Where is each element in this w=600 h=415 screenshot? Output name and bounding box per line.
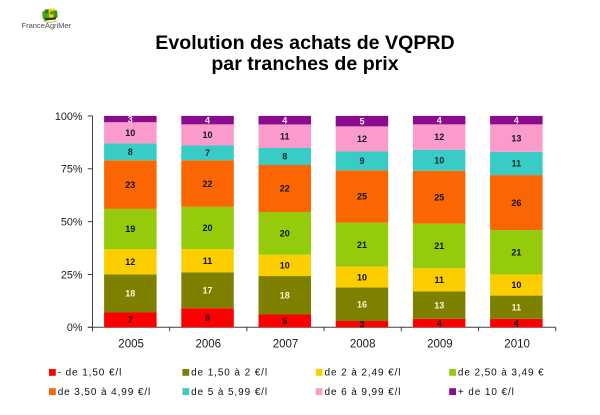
svg-text:12: 12	[357, 134, 367, 144]
svg-text:10: 10	[434, 155, 444, 165]
svg-text:11: 11	[512, 159, 522, 169]
svg-text:12: 12	[125, 257, 135, 267]
svg-text:7: 7	[205, 148, 210, 158]
svg-text:4: 4	[514, 318, 519, 328]
svg-text:18: 18	[280, 290, 290, 300]
svg-text:Evolution des achats de VQPRD: Evolution des achats de VQPRD	[155, 32, 454, 54]
svg-text:11: 11	[203, 256, 213, 266]
svg-text:10: 10	[357, 272, 367, 282]
svg-text:9: 9	[205, 313, 210, 323]
svg-text:22: 22	[202, 179, 212, 189]
svg-text:50%: 50%	[61, 217, 83, 229]
svg-text:21: 21	[357, 240, 367, 250]
svg-text:100%: 100%	[55, 111, 83, 123]
svg-text:- de 1,50 €/l: - de 1,50 €/l	[58, 368, 123, 379]
svg-text:3: 3	[128, 114, 133, 124]
svg-text:par tranches de prix: par tranches de prix	[211, 53, 398, 75]
svg-text:+ de 10 €/l: + de 10 €/l	[458, 387, 515, 398]
svg-text:FranceAgriMer: FranceAgriMer	[22, 21, 72, 30]
svg-text:17: 17	[202, 286, 212, 296]
svg-text:19: 19	[125, 224, 135, 234]
svg-text:23: 23	[125, 180, 135, 190]
svg-text:20: 20	[280, 229, 290, 239]
svg-text:22: 22	[280, 184, 290, 194]
svg-text:de 2 à 2,49 €/l: de 2 à 2,49 €/l	[325, 368, 402, 379]
svg-text:4: 4	[514, 115, 519, 125]
svg-text:21: 21	[511, 247, 521, 257]
svg-text:8: 8	[282, 152, 287, 162]
svg-text:8: 8	[128, 147, 133, 157]
svg-text:25: 25	[357, 192, 367, 202]
svg-text:de 2,50 à 3,49 €: de 2,50 à 3,49 €	[458, 368, 545, 379]
svg-text:9: 9	[359, 156, 364, 166]
svg-text:20: 20	[202, 223, 212, 233]
svg-text:13: 13	[511, 133, 521, 143]
svg-text:26: 26	[511, 198, 521, 208]
svg-text:6: 6	[282, 316, 287, 326]
svg-text:25%: 25%	[61, 269, 83, 281]
svg-text:de 5 à 5,99 €/l: de 5 à 5,99 €/l	[191, 387, 268, 398]
svg-text:4: 4	[205, 115, 210, 125]
svg-text:11: 11	[434, 275, 444, 285]
svg-text:4: 4	[437, 318, 442, 328]
svg-text:16: 16	[357, 299, 367, 309]
svg-text:2005: 2005	[118, 338, 144, 350]
svg-text:10: 10	[202, 130, 212, 140]
svg-text:10: 10	[511, 280, 521, 290]
svg-text:12: 12	[434, 132, 444, 142]
svg-text:de 6 à 9,99 €/l: de 6 à 9,99 €/l	[325, 387, 402, 398]
svg-text:0%: 0%	[67, 322, 83, 334]
svg-text:25: 25	[434, 192, 444, 202]
svg-text:2007: 2007	[273, 338, 299, 350]
svg-text:7: 7	[128, 315, 133, 325]
svg-text:18: 18	[125, 289, 135, 299]
svg-text:75%: 75%	[61, 164, 83, 176]
svg-text:11: 11	[280, 131, 290, 141]
svg-text:11: 11	[512, 302, 522, 312]
svg-text:13: 13	[434, 300, 444, 310]
svg-text:21: 21	[434, 241, 444, 251]
svg-text:2006: 2006	[196, 338, 222, 350]
svg-text:2009: 2009	[427, 338, 453, 350]
svg-text:de 1,50 à 2 €/l: de 1,50 à 2 €/l	[191, 368, 268, 379]
svg-text:3: 3	[359, 319, 364, 329]
svg-text:4: 4	[437, 115, 442, 125]
svg-text:10: 10	[280, 261, 290, 271]
svg-text:10: 10	[125, 128, 135, 138]
svg-text:5: 5	[359, 116, 364, 126]
svg-text:4: 4	[282, 115, 287, 125]
svg-text:2010: 2010	[504, 338, 530, 350]
svg-text:2008: 2008	[350, 338, 376, 350]
svg-text:de 3,50 à 4,99 €/l: de 3,50 à 4,99 €/l	[58, 387, 152, 398]
